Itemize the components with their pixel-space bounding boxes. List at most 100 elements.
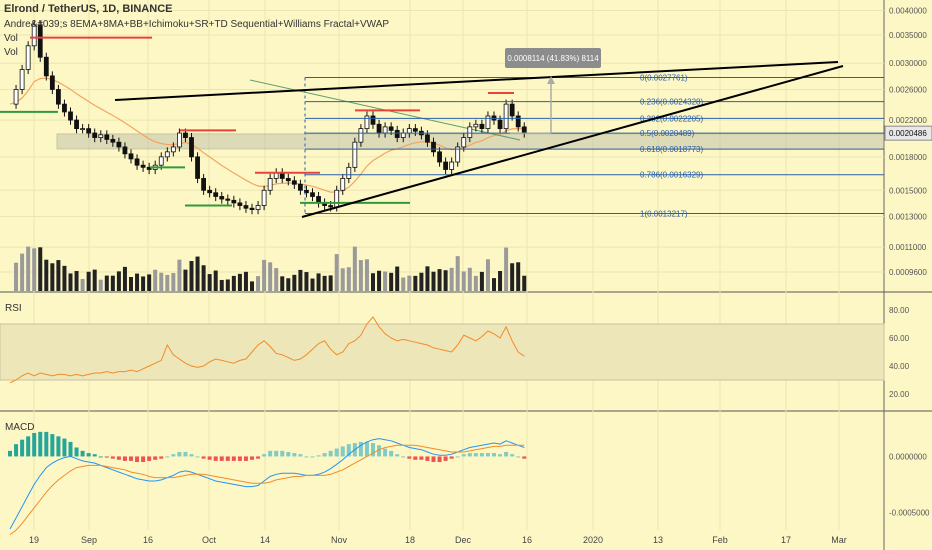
volume-bar [449, 267, 454, 291]
candle-body [509, 103, 515, 117]
macd-histogram-bar [86, 453, 91, 457]
candle-body [92, 132, 98, 138]
candle-body [364, 115, 370, 130]
symbol-title[interactable]: Elrond / TetherUS, 1D, BINANCE [4, 3, 173, 15]
macd-histogram-bar [80, 450, 85, 457]
volume-bar [298, 269, 303, 291]
candle-body [255, 205, 261, 210]
macd-histogram-bar [310, 456, 315, 458]
candle-body [449, 161, 455, 170]
candle-body [388, 126, 394, 131]
volume-bar [280, 276, 285, 291]
macd-histogram-bar [98, 456, 103, 458]
macd-histogram-bar [195, 456, 200, 458]
volume-bar [268, 262, 273, 291]
volume-bar [183, 269, 188, 291]
rsi-title: RSI [5, 303, 22, 314]
volume-bar [292, 274, 297, 291]
macd-histogram-bar [171, 454, 176, 457]
volume-bar [153, 269, 158, 291]
price-tick-label: 0.0026000 [889, 85, 927, 94]
volume-bar [371, 273, 375, 291]
macd-histogram-bar [256, 456, 261, 459]
candle-body [207, 189, 213, 194]
volume-label-1[interactable]: Vol [4, 33, 18, 44]
candle-body [219, 196, 225, 200]
volume-label-2[interactable]: Vol [4, 47, 18, 58]
candle-body [128, 153, 134, 160]
price-tick-label: 0.0015000 [889, 186, 927, 195]
volume-bar [322, 275, 327, 291]
macd-histogram-bar [92, 454, 97, 457]
macd-histogram-bar [455, 456, 460, 458]
macd-histogram-bar [492, 453, 496, 457]
macd-histogram-bar [129, 456, 133, 461]
candle-body [195, 156, 200, 179]
volume-bar [177, 259, 182, 291]
fib-level-label: 0.5(0.0020489) [640, 129, 695, 138]
candle-body [74, 119, 79, 130]
fib-level-label: 0.382(0.0022205) [640, 114, 704, 123]
trend-layer: 0.0008114 (41.83%) 8114 [114, 48, 844, 218]
volume-bar [74, 271, 79, 291]
macd-histogram-bar [371, 443, 375, 457]
macd-histogram-bar [449, 456, 454, 459]
volume-bar [256, 276, 261, 291]
candle-body [13, 89, 19, 105]
candle-body [467, 126, 473, 138]
candle-body [425, 134, 430, 143]
macd-histogram-bar [522, 456, 527, 459]
macd-histogram-bar [443, 456, 448, 461]
volume-bar [237, 273, 242, 291]
macd-histogram-bar [485, 453, 490, 457]
volume-bar [498, 271, 503, 291]
price-tick-label: 0.0009600 [889, 268, 927, 277]
x-tick-label: Oct [202, 535, 217, 545]
macd-title: MACD [5, 422, 34, 433]
x-tick-label: Nov [331, 535, 348, 545]
candle-body [267, 178, 273, 191]
rsi-tick-label: 60.00 [889, 334, 910, 343]
price-tick-label: 0.0022000 [889, 116, 927, 125]
volume-bar [225, 279, 230, 291]
macd-histogram-bar [153, 456, 158, 460]
macd-histogram-bar [274, 450, 279, 457]
volume-bar [407, 275, 412, 291]
candle-body [431, 141, 436, 153]
measure-label: 0.0008114 (41.83%) 8114 [507, 54, 599, 63]
candle-body [43, 56, 49, 77]
macd-histogram-bar [250, 456, 254, 460]
candle-body [382, 126, 388, 134]
candle-body [261, 189, 267, 206]
macd-histogram-bar [395, 454, 400, 457]
volume-bar [159, 272, 164, 291]
volume-bar [201, 265, 206, 291]
indicator-list[interactable]: Andre&#039;s 8EMA+8MA+BB+Ichimoku+SR+TD … [4, 19, 390, 30]
volume-bar [340, 268, 345, 291]
macd-histogram-bar [346, 444, 351, 457]
candle-body [497, 119, 503, 130]
macd-histogram-bar [364, 441, 369, 457]
macd-histogram-bar [498, 454, 503, 457]
macd-histogram-bar [74, 447, 79, 457]
volume-bar [431, 271, 436, 291]
volume-bar [98, 279, 103, 291]
macd-histogram-bar [116, 456, 121, 460]
macd-histogram-bar [401, 456, 406, 458]
candle-body [158, 156, 164, 166]
volume-bar [473, 275, 478, 291]
x-tick-label: Sep [81, 535, 97, 545]
macd-histogram-bar [207, 456, 212, 460]
rsi-line [9, 316, 525, 384]
x-tick-label: Dec [455, 535, 472, 545]
macd-histogram-bar [304, 456, 309, 458]
candle-body [170, 146, 176, 153]
candle-body [189, 137, 194, 158]
candle-body [521, 126, 527, 134]
volume-bar [50, 263, 55, 291]
macd-histogram-bar [383, 448, 388, 457]
macd-histogram-bar [316, 455, 321, 457]
macd-histogram-bar [437, 456, 442, 463]
macd-histogram-bar [122, 456, 127, 461]
